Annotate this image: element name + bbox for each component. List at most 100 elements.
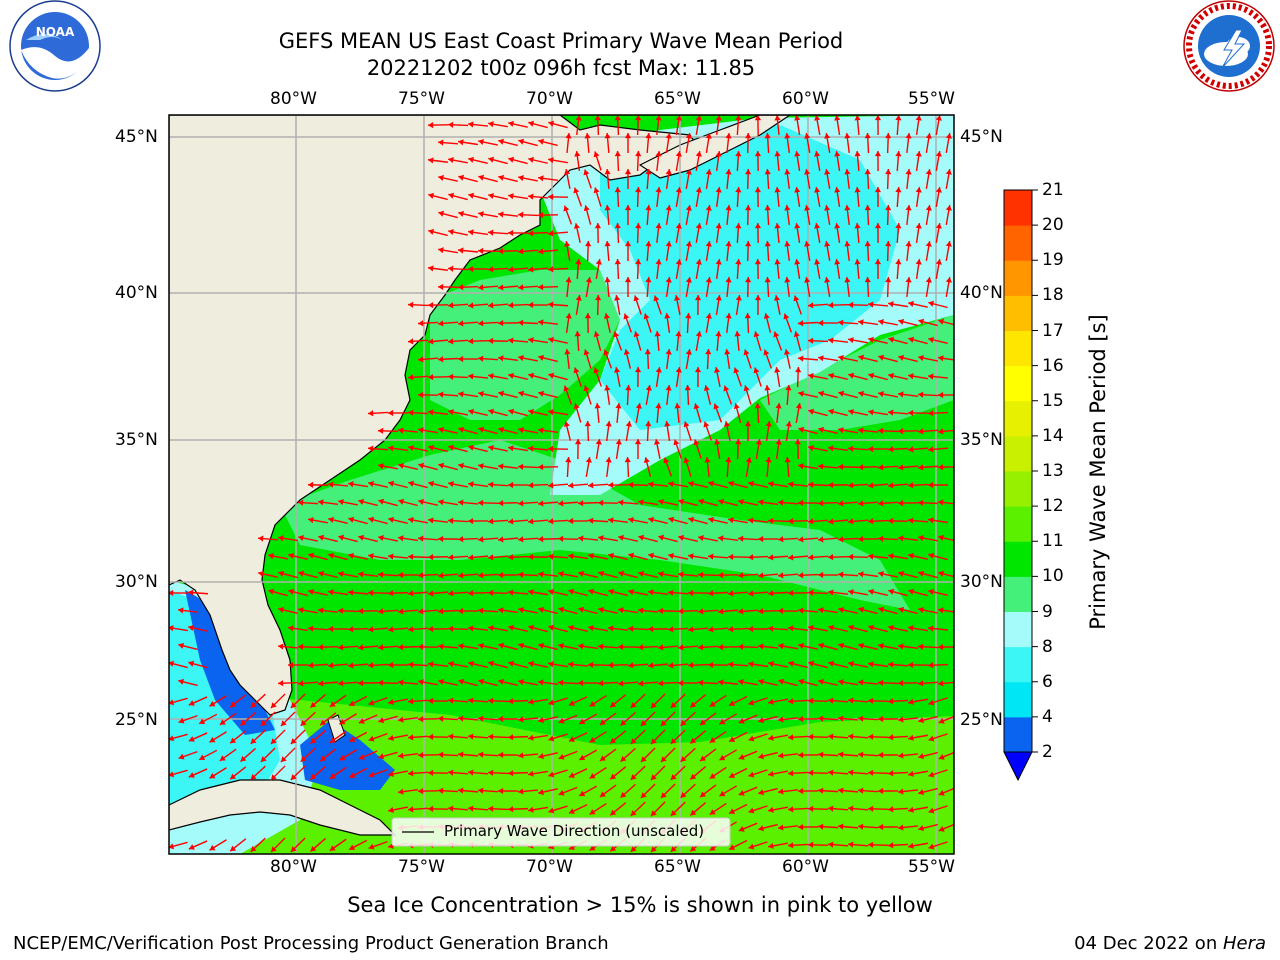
wave-direction-arrow — [654, 330, 661, 352]
wave-direction-arrow — [798, 390, 818, 398]
wave-direction-arrow — [178, 642, 198, 651]
wave-direction-arrow — [477, 320, 499, 327]
wave-direction-arrow — [548, 157, 568, 164]
wave-direction-arrow — [794, 115, 801, 135]
wave-direction-arrow — [478, 463, 498, 470]
colorbar — [1003, 189, 1038, 782]
wave-direction-arrow — [827, 841, 849, 848]
wave-direction-arrow — [715, 258, 722, 280]
wave-direction-arrow — [568, 732, 588, 742]
wave-direction-arrow — [457, 751, 479, 758]
wave-direction-arrow — [734, 330, 741, 352]
wave-direction-arrow — [378, 498, 398, 507]
wave-direction-arrow — [467, 554, 489, 561]
wave-direction-arrow — [575, 295, 582, 315]
wave-direction-arrow — [620, 783, 636, 799]
colorbar-segment-8-9 — [1004, 611, 1032, 648]
wave-direction-arrow — [937, 499, 954, 506]
wave-direction-arrow — [735, 295, 742, 315]
wave-direction-arrow — [577, 535, 599, 542]
wave-direction-arrow — [574, 151, 581, 171]
wave-direction-arrow — [447, 590, 469, 597]
wave-direction-arrow — [609, 766, 627, 780]
wave-direction-arrow — [854, 186, 861, 208]
wave-direction-arrow — [339, 713, 357, 725]
wave-direction-arrow — [377, 608, 399, 615]
wave-direction-arrow — [640, 747, 656, 763]
wave-direction-arrow — [507, 481, 529, 489]
wave-direction-arrow — [877, 679, 899, 686]
wave-direction-arrow — [695, 151, 702, 171]
lon-label-bottom-65w: 65°W — [654, 857, 701, 877]
wave-direction-arrow — [877, 464, 899, 471]
wave-direction-arrow — [918, 751, 938, 760]
wave-direction-arrow — [648, 516, 668, 525]
wave-direction-arrow — [528, 698, 548, 705]
wave-direction-arrow — [715, 186, 722, 208]
lat-label-left-25n: 25°N — [115, 710, 158, 730]
wave-direction-arrow — [868, 336, 888, 344]
wave-direction-arrow — [607, 517, 629, 524]
wave-direction-arrow — [675, 367, 682, 387]
wave-direction-arrow — [753, 367, 762, 387]
wave-direction-arrow — [188, 732, 208, 742]
wave-direction-arrow — [737, 572, 759, 579]
wave-direction-arrow — [867, 769, 889, 776]
wave-direction-arrow — [808, 660, 828, 669]
wave-direction-arrow — [428, 228, 448, 237]
lon-label-bottom-80w: 80°W — [270, 857, 317, 877]
wave-direction-arrow — [250, 765, 266, 781]
wave-direction-arrow — [527, 518, 549, 525]
wave-direction-arrow — [777, 572, 799, 579]
wave-direction-arrow — [754, 258, 762, 280]
wave-direction-arrow — [937, 643, 954, 651]
wave-direction-arrow — [250, 693, 266, 709]
wave-direction-arrow — [674, 402, 681, 424]
colorbar-tick-label-18: 18 — [1042, 285, 1064, 306]
wave-direction-arrow — [738, 498, 758, 506]
wave-direction-arrow — [785, 384, 792, 406]
wave-direction-arrow — [738, 750, 758, 760]
wave-direction-arrow — [713, 403, 723, 423]
wave-direction-arrow — [847, 445, 869, 452]
wave-direction-arrow — [588, 625, 608, 632]
wave-direction-arrow — [817, 571, 839, 579]
region-6-8 — [600, 125, 900, 430]
wave-direction-arrow — [735, 438, 742, 460]
wave-direction-arrow — [784, 168, 791, 190]
wave-direction-arrow — [808, 373, 828, 380]
wave-direction-arrow — [280, 747, 296, 763]
wave-direction-arrow — [719, 785, 737, 797]
wave-direction-arrow — [548, 733, 568, 742]
wave-direction-arrow — [907, 482, 929, 489]
wave-direction-arrow — [945, 205, 952, 225]
wave-direction-arrow — [387, 590, 409, 597]
wave-direction-arrow — [518, 175, 538, 182]
wave-direction-arrow — [747, 517, 769, 524]
wave-direction-arrow — [547, 301, 569, 308]
wave-direction-arrow — [797, 607, 819, 614]
wave-direction-arrow — [604, 240, 611, 262]
wave-direction-arrow — [689, 802, 707, 816]
wave-direction-arrow — [645, 132, 652, 154]
wave-direction-arrow — [817, 823, 839, 830]
wave-direction-arrow — [438, 426, 458, 434]
wave-direction-arrow — [668, 552, 688, 560]
wave-direction-arrow — [169, 769, 188, 778]
wave-direction-arrow — [487, 697, 509, 704]
wave-direction-arrow — [564, 241, 571, 261]
wave-direction-arrow — [408, 444, 428, 452]
wave-direction-arrow — [589, 730, 607, 744]
wave-direction-arrow — [695, 259, 702, 279]
lat-label-left-45n: 45°N — [115, 127, 158, 147]
wave-direction-arrow — [588, 588, 608, 597]
wave-direction-arrow — [857, 787, 879, 794]
wave-direction-arrow — [768, 481, 788, 488]
wave-direction-arrow — [824, 241, 831, 261]
wave-direction-arrow — [660, 747, 676, 763]
wave-direction-arrow — [897, 680, 919, 687]
wave-direction-arrow — [938, 787, 954, 796]
wave-direction-arrow — [794, 151, 801, 171]
colorbar-tick-label-20: 20 — [1042, 215, 1064, 236]
wave-direction-arrow — [784, 240, 791, 262]
